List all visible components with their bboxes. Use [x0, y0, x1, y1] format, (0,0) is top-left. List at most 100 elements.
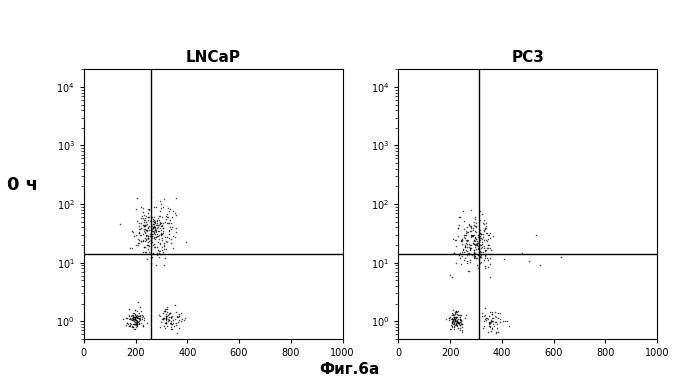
Point — [484, 254, 496, 261]
Point — [470, 242, 481, 248]
Point — [456, 238, 468, 244]
Point — [461, 224, 473, 230]
Point — [556, 254, 567, 260]
Point — [168, 208, 179, 214]
Point — [467, 233, 478, 239]
Point — [163, 226, 174, 233]
Point — [134, 223, 145, 229]
Point — [531, 233, 542, 239]
Point — [448, 320, 459, 326]
Point — [153, 249, 164, 256]
Point — [124, 323, 136, 329]
Point — [452, 309, 463, 315]
Point — [160, 313, 171, 319]
Point — [162, 220, 173, 226]
Point — [131, 318, 143, 324]
Point — [456, 241, 468, 248]
Point — [121, 320, 132, 326]
Point — [145, 239, 157, 246]
Point — [158, 323, 169, 329]
Title: LNCaP: LNCaP — [186, 50, 240, 65]
Point — [453, 225, 464, 231]
Point — [139, 222, 150, 228]
Point — [470, 236, 482, 242]
Point — [158, 242, 169, 248]
Point — [152, 221, 164, 228]
Point — [454, 320, 465, 326]
Point — [470, 229, 481, 236]
Point — [455, 317, 466, 323]
Point — [143, 210, 154, 216]
Point — [478, 243, 489, 249]
Point — [141, 221, 152, 227]
Point — [153, 213, 164, 219]
Text: 0 ч: 0 ч — [7, 176, 38, 194]
Point — [154, 213, 166, 219]
Point — [482, 242, 493, 248]
Point — [480, 247, 491, 253]
Point — [469, 232, 480, 238]
Point — [155, 319, 166, 325]
Point — [131, 322, 143, 328]
Point — [445, 271, 456, 278]
Point — [152, 231, 163, 237]
Point — [148, 219, 159, 225]
Point — [454, 314, 466, 320]
Point — [475, 259, 487, 265]
Point — [476, 241, 487, 248]
Point — [121, 322, 132, 328]
Point — [155, 230, 166, 236]
Point — [164, 310, 175, 316]
Point — [477, 234, 489, 240]
Point — [455, 238, 466, 244]
Point — [159, 234, 171, 240]
Point — [164, 208, 175, 214]
Point — [170, 302, 181, 308]
Point — [131, 320, 143, 326]
Point — [171, 309, 182, 315]
Point — [481, 251, 492, 257]
Point — [487, 311, 498, 318]
Point — [151, 218, 162, 224]
Point — [143, 243, 154, 249]
Point — [459, 257, 470, 263]
Point — [452, 312, 463, 318]
Point — [152, 225, 163, 231]
Point — [147, 218, 159, 224]
Point — [166, 321, 178, 327]
Point — [137, 231, 148, 237]
Point — [161, 319, 172, 325]
Point — [460, 243, 471, 249]
Point — [479, 226, 490, 232]
Point — [479, 237, 490, 243]
Point — [487, 318, 498, 325]
Point — [149, 231, 160, 237]
Point — [157, 316, 168, 322]
Point — [161, 304, 173, 310]
Point — [146, 227, 157, 233]
Point — [461, 239, 472, 246]
Point — [485, 316, 496, 323]
Point — [465, 246, 476, 252]
Point — [158, 196, 169, 203]
Point — [138, 226, 150, 232]
Point — [487, 315, 498, 321]
Point — [473, 245, 484, 251]
Point — [464, 259, 475, 265]
Point — [454, 249, 466, 256]
Point — [175, 310, 187, 316]
Point — [468, 252, 480, 258]
Point — [126, 228, 137, 234]
Point — [474, 208, 485, 214]
Point — [168, 323, 179, 329]
Point — [134, 232, 145, 238]
Point — [466, 245, 477, 251]
Point — [454, 319, 466, 325]
Point — [160, 246, 171, 252]
Point — [159, 306, 171, 312]
Point — [468, 253, 479, 259]
Point — [137, 312, 148, 318]
Point — [129, 311, 140, 317]
Point — [140, 222, 151, 228]
Point — [147, 242, 159, 248]
